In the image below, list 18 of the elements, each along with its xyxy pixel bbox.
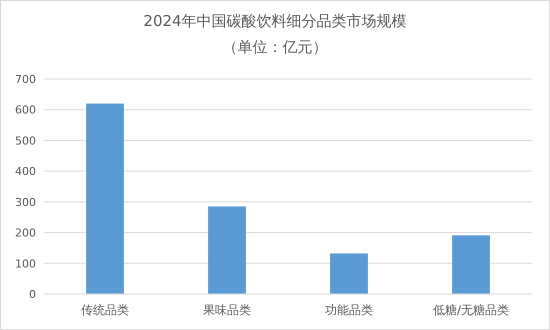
bar — [86, 104, 124, 294]
y-tick-label: 400 — [15, 165, 36, 178]
chart-subtitle: （单位：亿元） — [222, 38, 328, 56]
y-tick-label: 0 — [29, 288, 36, 301]
y-tick-label: 100 — [15, 257, 36, 270]
x-tick-label: 功能品类 — [325, 303, 373, 317]
y-tick-label: 500 — [15, 134, 36, 148]
y-tick-label: 600 — [15, 104, 36, 117]
y-tick-label: 700 — [15, 73, 36, 86]
x-tick-label: 传统品类 — [81, 303, 129, 317]
x-tick-label: 果味品类 — [203, 303, 251, 317]
x-tick-label: 低糖/无糖品类 — [432, 303, 510, 317]
bar — [452, 235, 490, 294]
bar — [330, 253, 368, 294]
chart-title: 2024年中国碳酸饮料细分品类市场规模 — [143, 12, 407, 30]
y-tick-label: 200 — [15, 226, 36, 240]
bar — [208, 206, 246, 294]
y-tick-label: 300 — [15, 196, 36, 209]
